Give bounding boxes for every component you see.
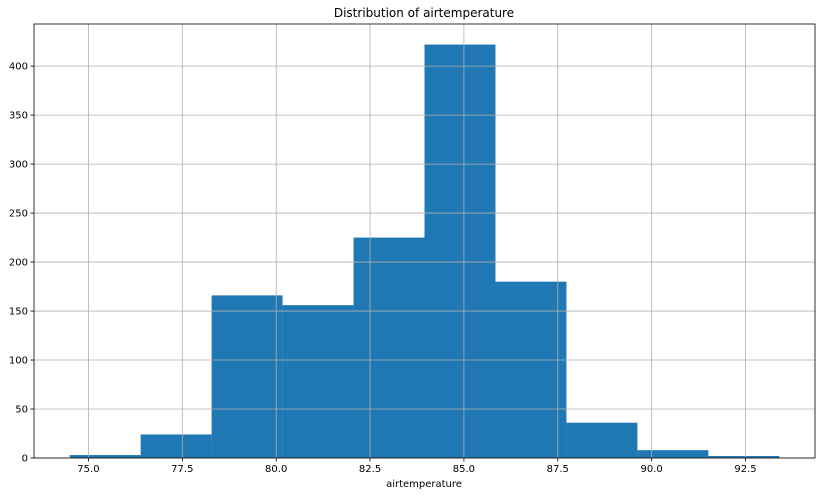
x-tick-label: 90.0 — [641, 464, 663, 475]
x-tick-label: 87.5 — [547, 464, 569, 475]
plot-frame — [33, 23, 816, 459]
y-tick-label: 400 — [9, 62, 28, 73]
histogram-bar — [424, 44, 496, 458]
bars-layer — [69, 44, 780, 458]
axes-layer — [33, 23, 816, 459]
chart-title: Distribution of airtemperature — [334, 6, 514, 20]
x-tick-label: 75.0 — [77, 464, 99, 475]
histogram-bar — [69, 455, 141, 458]
grid-layer — [34, 24, 815, 459]
x-tick-label: 92.5 — [734, 464, 756, 475]
histogram-bar — [140, 434, 212, 458]
y-tick-label: 200 — [9, 258, 28, 269]
x-tick-label: 85.0 — [453, 464, 475, 475]
x-axis-label: airtemperature — [386, 479, 462, 490]
y-tick-label: 250 — [9, 209, 28, 220]
x-tick-label: 82.5 — [359, 464, 381, 475]
x-tick-label: 77.5 — [171, 464, 193, 475]
histogram-bar — [211, 295, 283, 458]
histogram-bar — [353, 237, 425, 458]
x-tick-label: 80.0 — [265, 464, 287, 475]
histogram-bar — [708, 456, 780, 458]
y-tick-label: 50 — [15, 405, 28, 416]
y-tick-label: 300 — [9, 160, 28, 171]
histogram-bar — [566, 422, 638, 458]
ticks-layer: 75.0 77.5 80.0 82.5 85.0 87.5 90.0 92.5 0 50 100 15… — [9, 62, 757, 475]
y-tick-label: 150 — [9, 307, 28, 318]
histogram-bar — [495, 281, 567, 458]
y-tick-label: 0 — [22, 454, 28, 465]
histogram-bar — [637, 450, 709, 458]
y-tick-label: 350 — [9, 111, 28, 122]
y-tick-label: 100 — [9, 356, 28, 367]
histogram-bar — [282, 305, 354, 458]
